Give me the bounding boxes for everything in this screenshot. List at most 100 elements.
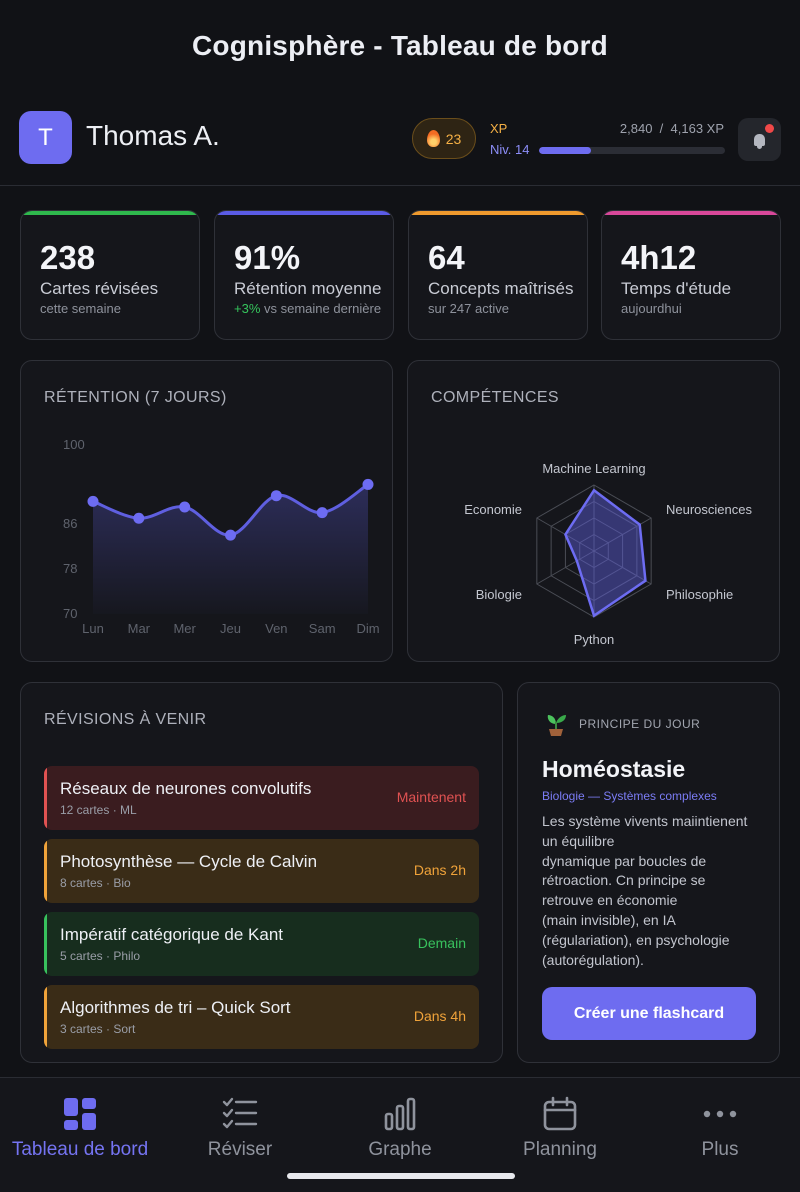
retention-area [93, 484, 368, 614]
principle-tag[interactable]: Biologie — Systèmes complexes [542, 789, 717, 803]
retention-point[interactable] [87, 495, 99, 507]
create-flashcard-button[interactable]: Créer une flashcard [542, 987, 756, 1040]
streak-badge[interactable]: 23 [412, 118, 476, 159]
stat-card-retention[interactable]: 91% Rétention moyenne +3% vs semaine der… [214, 210, 394, 340]
stat-value: 91% [234, 239, 301, 276]
x-tick-label: Mer [173, 621, 196, 636]
x-tick-label: Lun [82, 621, 104, 636]
review-due: Dans 4h [413, 1008, 466, 1024]
bell-icon [754, 133, 765, 149]
reviews-title: RÉVISIONS À VENIR [44, 711, 207, 728]
tab-planning[interactable]: Planning [480, 1078, 640, 1178]
review-title: Algorithmes de tri – Quick Sort [60, 998, 291, 1017]
tab-label: Plus [701, 1139, 739, 1160]
stat-sub: +3% vs semaine dernière [234, 301, 381, 316]
radar-axis [593, 550, 652, 585]
review-meta: 3 cartes · Sort [60, 1022, 136, 1036]
streak-count: 23 [445, 130, 462, 147]
stat-sub: aujourdhui [621, 301, 682, 316]
y-tick-label: 70 [63, 606, 77, 621]
review-item[interactable]: Impératif catégorique de Kant 5 cartes ·… [44, 912, 479, 976]
x-tick-label: Ven [265, 621, 287, 636]
radar-axis-label: Economie [464, 502, 522, 517]
retention-point[interactable] [316, 507, 328, 519]
review-item[interactable]: Réseaux de neurones convolutifs 12 carte… [44, 766, 479, 830]
stat-label: Concepts maîtrisés [428, 279, 574, 298]
skills-radar-chart: Machine Learning Neurosciences Philosophie… [464, 461, 752, 647]
dashboard-icon [64, 1098, 96, 1130]
radar-axis-label: Biologie [476, 587, 522, 602]
tab-review[interactable]: Réviser [160, 1078, 320, 1178]
review-title: Photosynthèse — Cycle de Calvin [60, 852, 318, 871]
radar-axis [593, 517, 652, 552]
principle-label: PRINCIPE DU JOUR [579, 717, 701, 731]
stat-accent [21, 211, 199, 215]
page-title: Cognisphère - Tableau de bord [192, 30, 608, 61]
principle-card: PRINCIPE DU JOUR Homéostasie Biologie — … [517, 682, 780, 1063]
retention-chart: 100 86 78 70 Lun Mar Mer Jeu Ven Sam Dim [63, 437, 380, 636]
stat-card-concepts[interactable]: 64 Concepts maîtrisés sur 247 active [408, 210, 588, 340]
y-tick-label: 100 [63, 437, 85, 452]
y-tick-label: 78 [63, 561, 77, 576]
review-accent [44, 839, 47, 903]
stat-accent [602, 211, 780, 215]
retention-point[interactable] [179, 501, 191, 513]
bottom-tab-bar: Tableau de bord Réviser Graphe Planning … [0, 1077, 800, 1192]
calendar-icon [543, 1096, 577, 1131]
x-tick-label: Jeu [220, 621, 241, 636]
retention-point[interactable] [133, 512, 145, 524]
retention-title: RÉTENTION (7 JOURS) [44, 389, 227, 406]
review-meta: 5 cartes · Philo [60, 949, 141, 963]
review-meta: 12 cartes · ML [60, 803, 137, 817]
principle-header: PRINCIPE DU JOUR [543, 711, 700, 737]
avatar[interactable]: T [19, 111, 72, 164]
user-header: T Thomas A. 23 XP 2,840 / 4,163 XP Niv. … [0, 100, 800, 186]
radar-axis-label: Neurosciences [666, 502, 752, 517]
review-title: Réseaux de neurones convolutifs [60, 779, 312, 798]
review-accent [44, 985, 47, 1049]
tab-label: Tableau de bord [11, 1139, 149, 1160]
stat-card-study-time[interactable]: 4h12 Temps d'étude aujourdhui [601, 210, 781, 340]
review-accent [44, 766, 47, 830]
review-title: Impératif catégorique de Kant [60, 925, 284, 944]
stat-sub: cette semaine [40, 301, 121, 316]
y-tick-label: 86 [63, 516, 77, 531]
xp-progress-bar [539, 147, 725, 154]
principle-title: Homéostasie [542, 756, 686, 782]
review-due: Demain [417, 935, 466, 951]
xp-label: XP [490, 121, 508, 136]
review-due: Dans 2h [413, 862, 466, 878]
tab-label: Graphe [368, 1139, 432, 1160]
tab-dashboard[interactable]: Tableau de bord [0, 1078, 160, 1178]
retention-point[interactable] [362, 478, 374, 490]
stat-label: Cartes révisées [40, 279, 159, 298]
radar-axis-label: Philosophie [666, 587, 733, 602]
tab-graph[interactable]: Graphe [320, 1078, 480, 1178]
notification-dot [765, 124, 774, 133]
stat-delta: +3% [234, 301, 261, 316]
review-item[interactable]: Photosynthèse — Cycle de Calvin 8 cartes… [44, 839, 479, 903]
stat-label: Rétention moyenne [234, 279, 382, 298]
stat-card-cards-reviewed[interactable]: 238 Cartes révisées cette semaine [20, 210, 200, 340]
review-accent [44, 912, 47, 976]
review-due: Maintenent [396, 789, 466, 805]
skills-title: COMPÉTENCES [431, 389, 559, 406]
stat-sub: sur 247 active [428, 301, 509, 316]
radar-axis-label: Machine Learning [542, 461, 645, 476]
stat-value: 4h12 [621, 239, 697, 276]
review-item[interactable]: Algorithmes de tri – Quick Sort 3 cartes… [44, 985, 479, 1049]
tab-more[interactable]: Plus [640, 1078, 800, 1178]
principle-description: Les système vivents maiintienent un équi… [542, 813, 748, 968]
level-label: Niv. 14 [490, 142, 530, 157]
retention-chart-card: RÉTENTION (7 JOURS) 100 86 78 70 Lun Mar Mer Je… [20, 360, 393, 662]
retention-point[interactable] [225, 529, 236, 541]
skills-chart-card: COMPÉTENCES Machine Learning Neuroscience… [407, 360, 780, 662]
title-bar: Cognisphère - Tableau de bord [0, 0, 800, 92]
stat-accent [409, 211, 587, 215]
notifications-button[interactable] [738, 118, 781, 161]
retention-point[interactable] [270, 490, 282, 502]
tab-label: Planning [523, 1139, 597, 1160]
sprout-icon [547, 715, 566, 736]
bar-chart-icon [384, 1097, 416, 1131]
user-name: Thomas A. [86, 120, 220, 151]
